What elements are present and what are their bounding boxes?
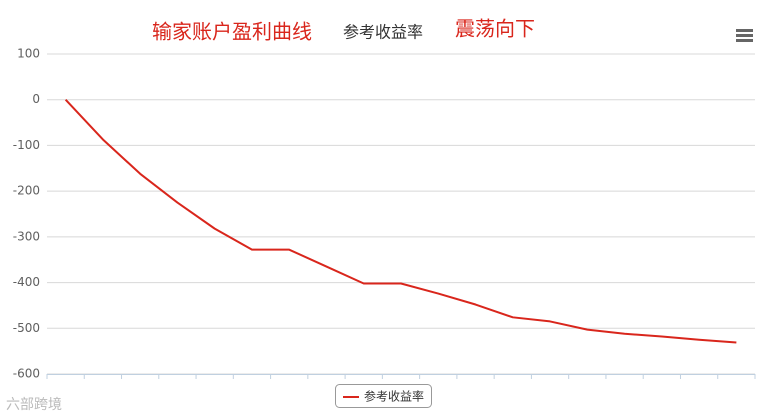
chart-title: 参考收益率 xyxy=(343,23,423,42)
series-line xyxy=(64,99,737,344)
legend-label[interactable]: 参考收益率 xyxy=(364,389,424,404)
legend-box xyxy=(335,384,432,408)
annotation: 输家账户盈利曲线 xyxy=(152,20,312,44)
y-tick-label: -200 xyxy=(13,184,40,198)
y-tick-label: -400 xyxy=(13,275,40,289)
watermark: 六部跨境 xyxy=(6,397,62,413)
y-tick-label: -100 xyxy=(13,138,40,152)
y-tick-label: 0 xyxy=(32,92,40,106)
legend[interactable]: 参考收益率 xyxy=(335,384,432,408)
menu-button[interactable] xyxy=(736,29,753,42)
y-tick-label: -600 xyxy=(13,367,40,381)
annotation: 震荡向下 xyxy=(455,17,535,41)
y-tick-label: 100 xyxy=(17,47,40,61)
y-tick-label: -300 xyxy=(13,229,40,243)
y-tick-label: -500 xyxy=(13,321,40,335)
